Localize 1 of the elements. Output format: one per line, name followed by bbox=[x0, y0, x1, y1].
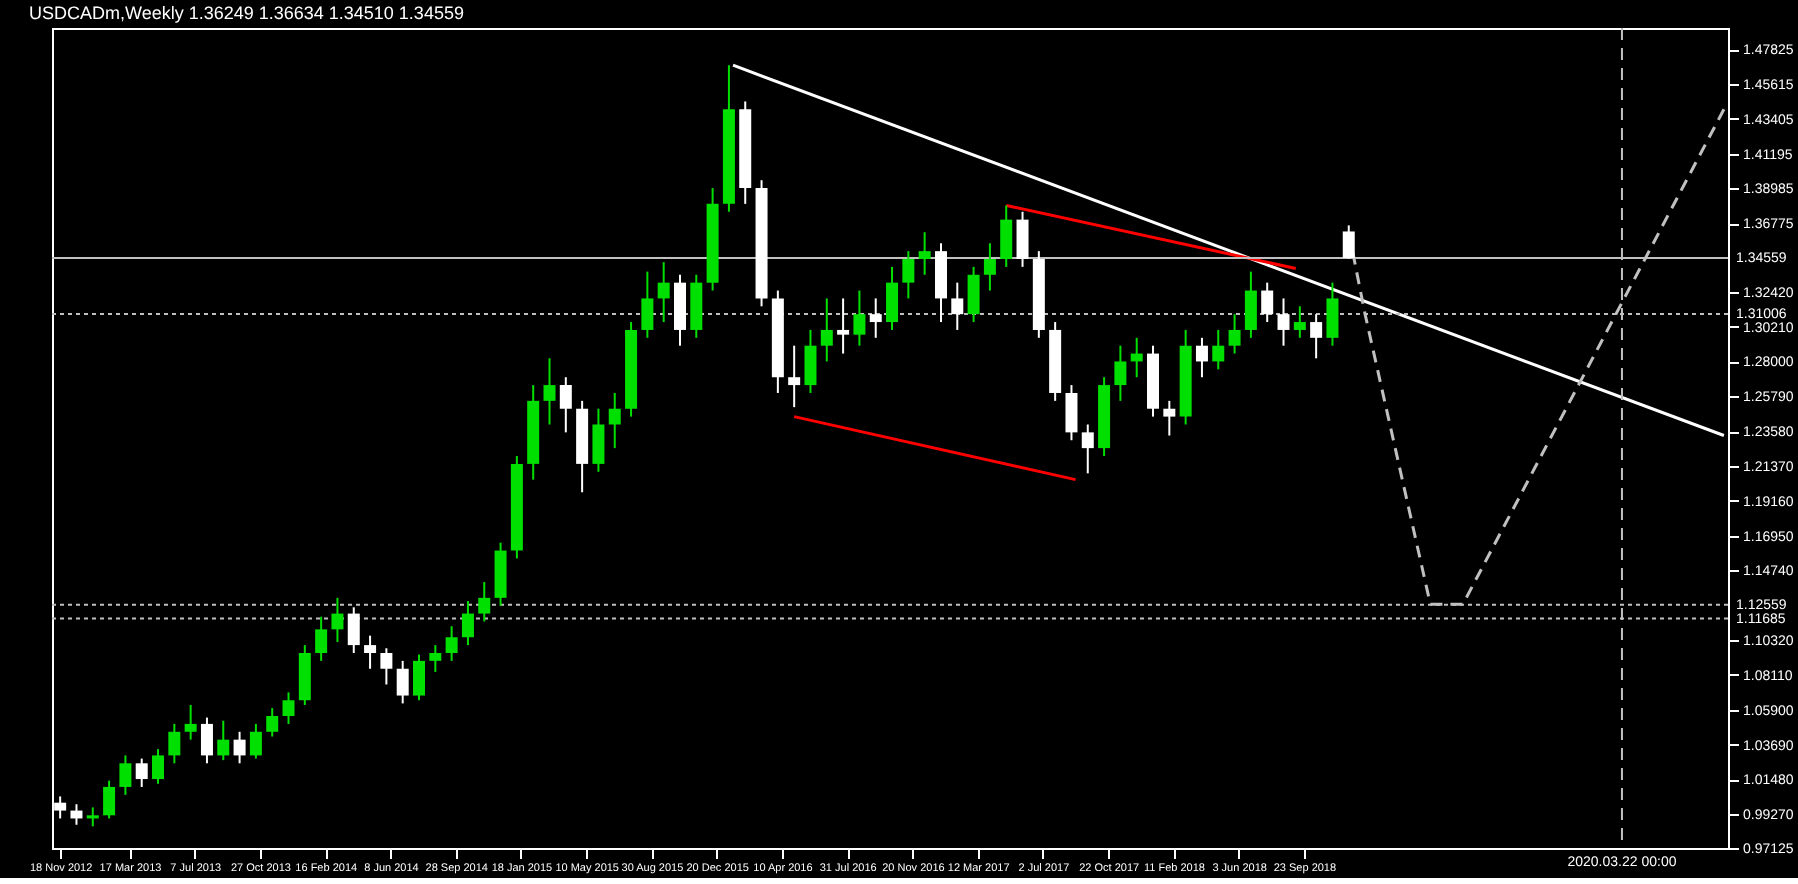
chart-title: USDCADm,Weekly 1.36249 1.36634 1.34510 1.34559 bbox=[28, 3, 464, 23]
